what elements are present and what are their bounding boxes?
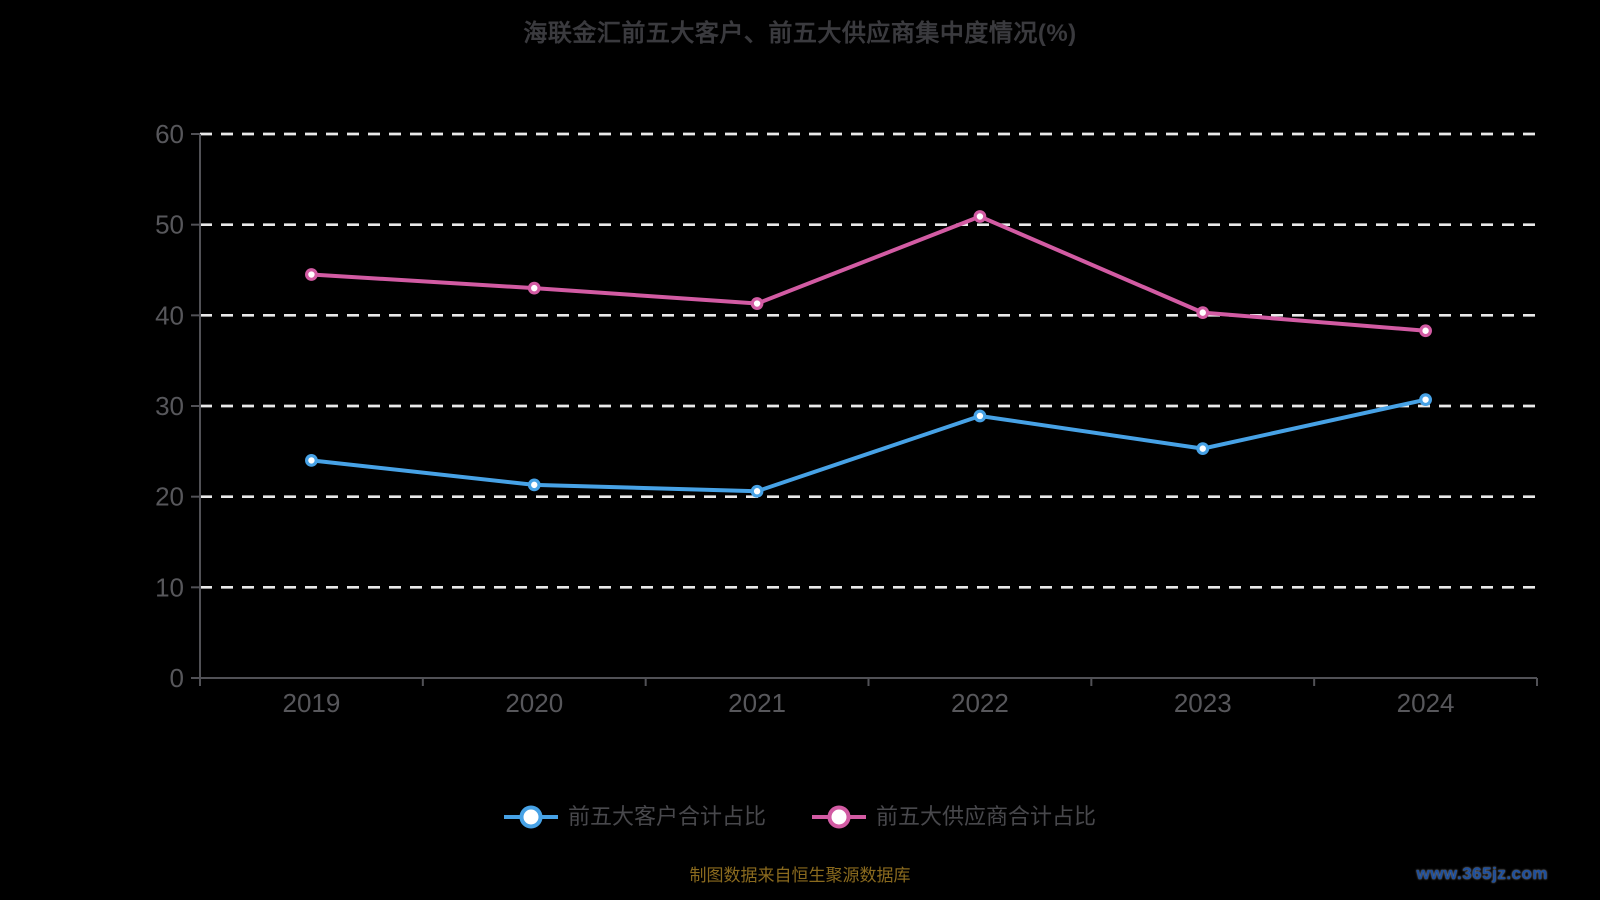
x-axis: 2019 2020 2021 2022 2023 2024 [199,677,1538,718]
data-point-marker [527,281,541,295]
data-source-note: 制图数据来自恒生聚源数据库 [689,866,911,885]
data-point-marker [973,409,987,423]
x-tick-label: 2021 [728,688,786,718]
y-axis: 0 10 20 30 40 50 60 [155,119,201,693]
data-point-marker [305,268,318,281]
x-tick-label: 2022 [951,688,1009,718]
data-point-marker [973,210,987,223]
y-tick-label: 50 [155,210,184,240]
data-point-marker [527,478,541,492]
legend-label-customers: 前五大客户合计占比 [567,804,766,829]
data-point-marker [1196,306,1210,320]
data-point-marker [1419,324,1432,338]
data-point-marker [305,454,318,467]
y-tick-label: 60 [155,119,184,149]
y-tick-label: 10 [155,572,184,602]
data-point-marker [1196,442,1210,456]
series-customers [305,393,1432,498]
series-suppliers [305,210,1432,338]
y-tick-label: 40 [155,300,184,330]
y-tick-label: 30 [155,391,184,421]
x-tick-label: 2023 [1174,688,1232,718]
data-point-marker [750,297,764,310]
x-tick-label: 2019 [282,688,340,718]
legend-marker-suppliers-icon [812,805,866,829]
legend-marker-customers-icon [503,805,558,829]
data-point-marker [1419,393,1432,407]
legend-item-suppliers: 前五大供应商合计占比 [812,802,1096,832]
x-tick-label: 2020 [505,688,563,718]
chart-title: 海联金汇前五大客户、前五大供应商集中度情况(%) [523,20,1077,47]
legend-label-suppliers: 前五大供应商合计占比 [876,804,1097,829]
y-tick-label: 20 [155,482,184,512]
gridlines [200,132,1537,589]
y-tick-label: 0 [170,663,184,693]
watermark: www.365jz.com [1416,864,1548,883]
legend-item-customers: 前五大客户合计占比 [503,802,766,832]
chart-legend: 前五大客户合计占比 前五大供应商合计占比 [0,802,1600,832]
x-tick-label: 2024 [1397,688,1455,718]
data-point-marker [750,484,764,498]
